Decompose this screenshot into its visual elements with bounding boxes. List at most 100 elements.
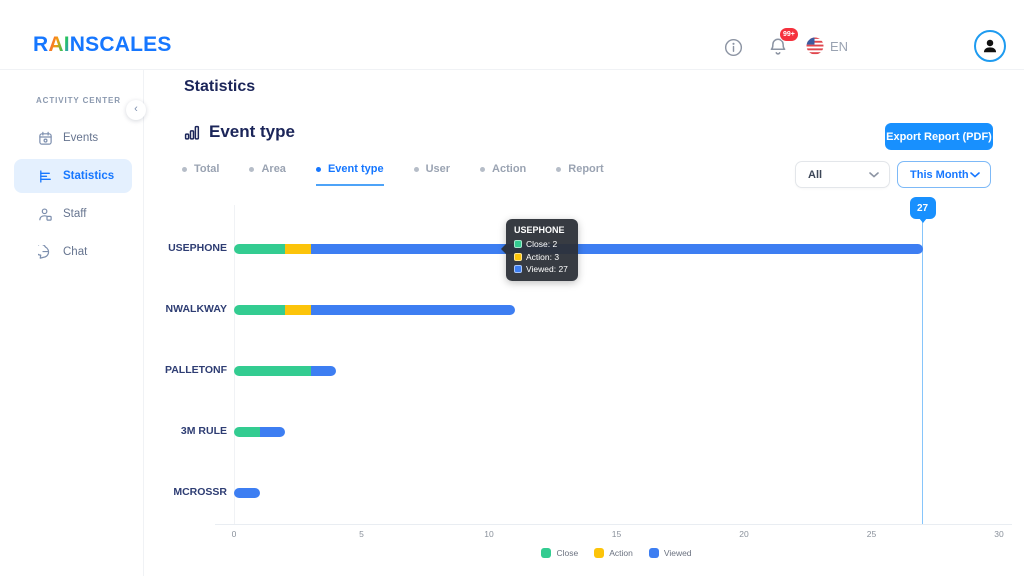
tab-bullet-icon: [249, 166, 255, 172]
x-tick-label: 20: [739, 529, 749, 539]
bar-chart-icon: [38, 169, 53, 184]
legend-swatch-icon: [594, 548, 605, 558]
tab-report[interactable]: Report: [556, 163, 604, 186]
category-label: 3M RULE: [180, 425, 227, 437]
tooltip-swatch-icon: [514, 240, 522, 248]
legend-label: Action: [609, 548, 633, 558]
tab-user[interactable]: User: [413, 163, 451, 186]
tab-total[interactable]: Total: [182, 163, 219, 186]
tooltip-row: Action: 3: [514, 252, 570, 262]
calendar-icon: [38, 131, 53, 146]
tab-bullet-icon: [315, 166, 321, 172]
chevron-down-icon: [970, 171, 980, 178]
logo-text-suffix: NSCALES: [69, 33, 172, 56]
sidebar-collapse-button[interactable]: ‹: [126, 100, 146, 120]
tab-label: Report: [568, 163, 604, 175]
sidebar-item-events[interactable]: Events: [14, 121, 132, 155]
section-title: Event type: [209, 122, 295, 141]
tooltip-row-text: Close: 2: [526, 239, 558, 249]
tooltip-row: Close: 2: [514, 239, 570, 249]
staff-icon: [38, 207, 53, 222]
bar-segment-close[interactable]: [234, 427, 260, 437]
tab-label: User: [425, 163, 451, 175]
chart-tooltip: USEPHONE Close: 2 Action: 3 Viewed: 27: [501, 219, 578, 281]
tab-bullet-icon: [480, 166, 486, 172]
tab-bullet-icon: [556, 166, 562, 172]
sidebar-item-staff[interactable]: Staff: [14, 197, 132, 231]
tab-label: Event type: [327, 163, 384, 175]
category-filter-value: All: [808, 168, 823, 181]
tab-action[interactable]: Action: [480, 163, 526, 186]
sidebar-item-label: Statistics: [63, 170, 115, 182]
tooltip-row: Viewed: 27: [514, 264, 570, 274]
tab-area[interactable]: Area: [249, 163, 286, 186]
sidebar-item-statistics[interactable]: Statistics: [14, 159, 132, 193]
legend-item-action[interactable]: Action: [594, 548, 633, 558]
category-label: MCROSSR: [173, 486, 227, 498]
bar-segment-viewed[interactable]: [310, 244, 923, 254]
tooltip-swatch-icon: [514, 252, 522, 261]
tab-bar: Total Area Event type User Action Report: [182, 163, 604, 186]
logo-text-prefix: R: [33, 33, 49, 56]
top-header: RAINSCALES 99+: [0, 0, 1024, 70]
tooltip-rows: Close: 2 Action: 3 Viewed: 27: [514, 239, 570, 274]
legend-swatch-icon: [541, 548, 552, 558]
category-filter-select[interactable]: All: [795, 161, 890, 188]
page-title: Statistics: [184, 78, 256, 95]
sidebar-item-label: Chat: [63, 246, 88, 258]
bar-segment-action[interactable]: [285, 305, 311, 315]
category-label: PALLETONF: [164, 364, 227, 376]
column-chart-icon: [184, 124, 201, 141]
period-filter-select[interactable]: This Month: [897, 161, 991, 188]
sidebar-item-label: Events: [63, 132, 99, 144]
legend-label: Close: [556, 548, 579, 558]
bar-segment-viewed[interactable]: [310, 305, 515, 315]
language-label: EN: [830, 38, 849, 54]
x-axis-line: [215, 524, 1012, 525]
logo-text-ai: AI: [48, 33, 70, 56]
tab-label: Action: [492, 163, 527, 175]
bar-segment-viewed[interactable]: [234, 488, 260, 498]
bar-segment-close[interactable]: [234, 244, 285, 254]
tooltip-title: USEPHONE: [514, 225, 565, 235]
tab-bullet-icon: [413, 166, 419, 172]
bar-segment-viewed[interactable]: [310, 366, 336, 376]
legend-label: Viewed: [663, 548, 692, 558]
period-filter-value: This Month: [910, 168, 969, 181]
bar-segment-close[interactable]: [234, 305, 285, 315]
rainscales-logo[interactable]: RAINSCALES: [33, 33, 172, 57]
tab-label: Area: [261, 163, 286, 175]
bar-segment-viewed[interactable]: [259, 427, 285, 437]
user-avatar[interactable]: [974, 30, 1006, 62]
x-tick-label: 25: [866, 529, 877, 539]
x-tick-label: 15: [611, 529, 622, 539]
bar-segment-action[interactable]: [285, 244, 311, 254]
sidebar-divider: [143, 70, 144, 576]
chevron-down-icon: [869, 171, 879, 178]
info-icon[interactable]: [723, 37, 743, 57]
marker-line: [921, 221, 924, 524]
sidebar-section-label: ACTIVITY CENTER: [36, 96, 121, 105]
tab-label: Total: [194, 163, 220, 175]
notification-count-badge: 99+: [779, 27, 799, 42]
category-label: NWALKWAY: [165, 303, 227, 315]
legend-item-viewed[interactable]: Viewed: [648, 548, 692, 558]
tab-event-type[interactable]: Event type: [315, 163, 384, 186]
sidebar-item-chat[interactable]: Chat: [14, 235, 132, 269]
x-tick-label: 10: [484, 529, 494, 539]
export-report-button[interactable]: Export Report (PDF): [885, 123, 993, 150]
category-label: USEPHONE: [168, 242, 227, 254]
language-selector[interactable]: EN: [806, 37, 848, 55]
marker-value-badge: 27: [909, 197, 936, 219]
legend-item-close[interactable]: Close: [541, 548, 578, 558]
x-tick-label: 0: [231, 529, 237, 539]
bar-segment-close[interactable]: [234, 366, 311, 376]
tooltip-row-text: Viewed: 27: [526, 264, 568, 274]
legend-swatch-icon: [648, 548, 659, 558]
tab-bullet-icon: [182, 166, 187, 172]
notification-bell-icon[interactable]: [768, 37, 788, 57]
sidebar-item-label: Staff: [63, 208, 87, 220]
us-flag-icon: [806, 37, 824, 55]
